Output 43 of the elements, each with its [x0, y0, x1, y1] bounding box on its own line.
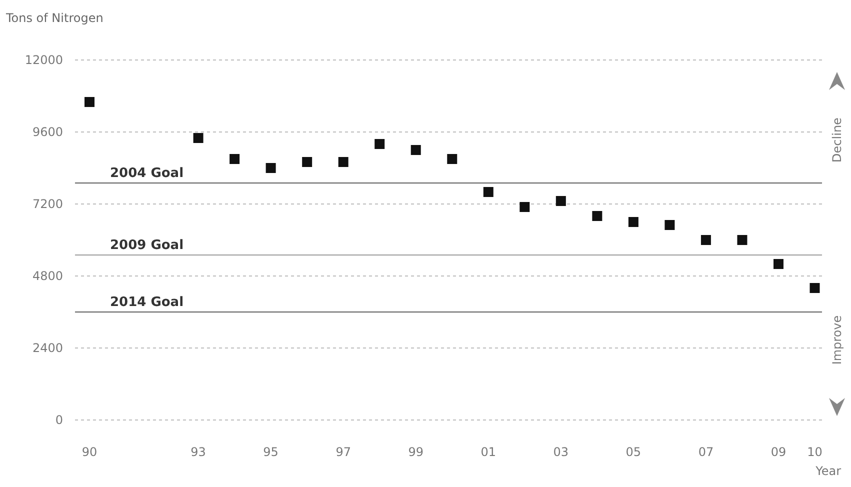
point: [700, 235, 711, 245]
point: [410, 145, 421, 155]
x-tick-label: 07: [698, 445, 714, 459]
point: [520, 202, 530, 212]
point: [483, 187, 494, 197]
x-axis-title: Year: [814, 464, 842, 478]
y-axis-title: Tons of Nitrogen: [5, 11, 104, 25]
point: [773, 259, 784, 269]
x-tick-label: 99: [408, 445, 424, 459]
point: [556, 196, 566, 206]
point: [266, 163, 276, 173]
point: [447, 154, 458, 164]
text: Decline: [830, 118, 844, 162]
point: [592, 211, 602, 221]
point: [230, 154, 240, 164]
x-tick-label: 05: [626, 445, 642, 459]
x-tick-label: 03: [553, 445, 569, 459]
point: [737, 235, 748, 245]
x-tick-label: 95: [263, 445, 278, 459]
x-tick-label: 09: [770, 445, 786, 459]
x-tick-label: 93: [190, 445, 206, 459]
point: [302, 157, 312, 167]
point: [193, 133, 204, 143]
y-tick-label: 2400: [32, 341, 63, 356]
point: [84, 97, 95, 107]
point: [628, 217, 638, 227]
ref-line-label: 2004 Goal: [110, 166, 184, 181]
point: [338, 157, 348, 167]
point: [810, 283, 820, 293]
ref-line-label: 2009 Goal: [110, 238, 184, 253]
point: [374, 139, 385, 149]
x-tick-label: 97: [336, 445, 351, 459]
y-tick-label: 4800: [32, 269, 63, 284]
y-tick-label: 9600: [32, 125, 63, 140]
y-tick-label: 7200: [32, 197, 63, 212]
x-tick-label: 01: [480, 445, 496, 459]
y-tick-label: 12000: [24, 53, 63, 68]
point: [664, 220, 675, 230]
text: Improve: [830, 315, 844, 365]
y-tick-label: 0: [55, 413, 63, 428]
x-tick-label: 10: [807, 445, 822, 459]
ref-line-label: 2014 Goal: [110, 295, 184, 310]
x-tick-label: 90: [82, 445, 98, 459]
